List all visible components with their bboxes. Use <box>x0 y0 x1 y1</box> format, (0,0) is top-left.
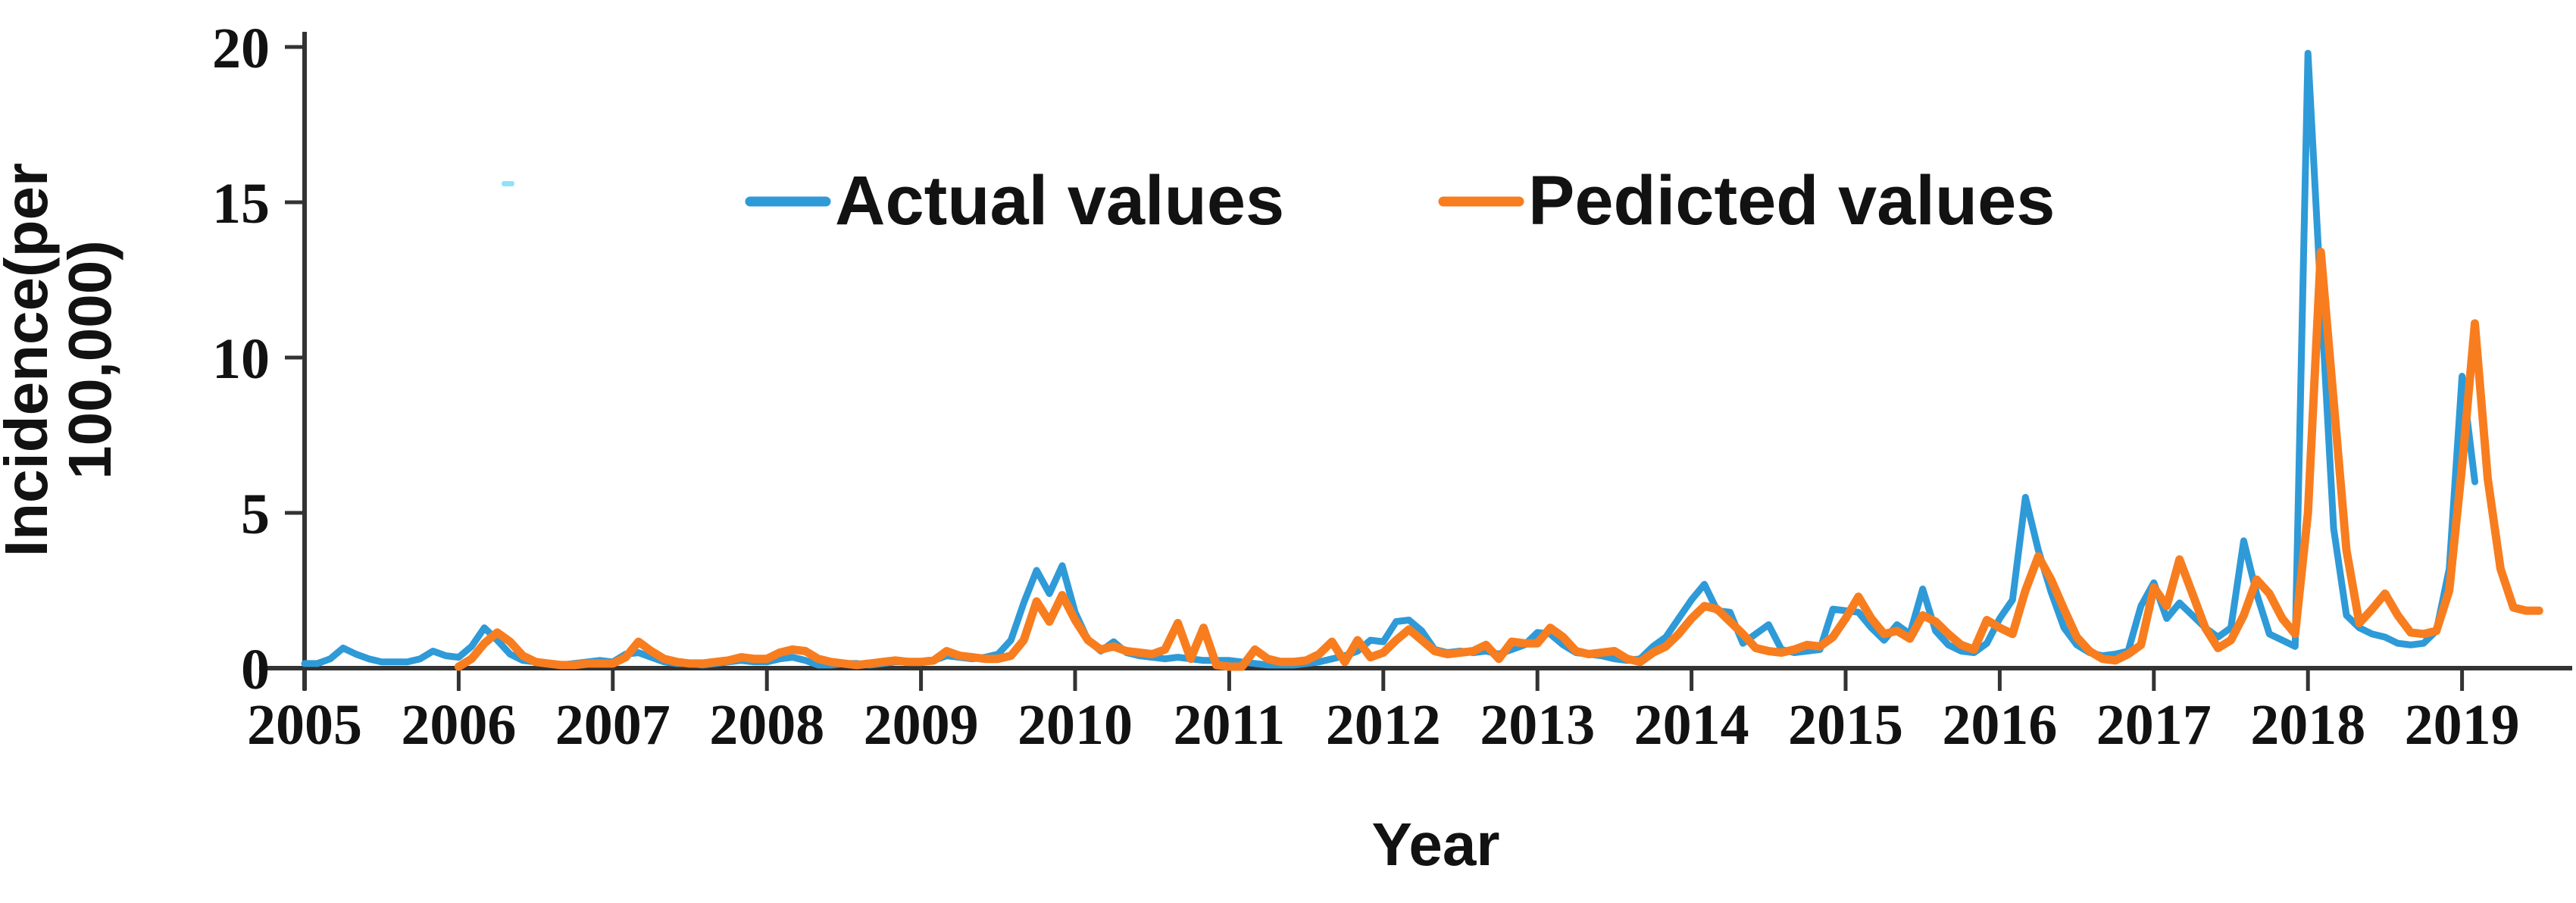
x-tick-label: 2010 <box>1018 693 1133 757</box>
x-tick-label: 2019 <box>2405 693 2520 757</box>
y-axis-title-line2: 100,000) <box>56 240 123 480</box>
predicted-values-line <box>454 248 2543 671</box>
actual-values-legend-label: Actual values <box>835 162 1284 239</box>
x-tick-label: 2014 <box>1634 693 1749 757</box>
legend: Actual values Pedicted values <box>745 162 2055 239</box>
y-tick-label: 20 <box>212 17 270 80</box>
x-tick-label: 2009 <box>864 693 979 757</box>
x-tick-label: 2006 <box>401 693 516 757</box>
stray-mark <box>502 181 514 186</box>
x-tick-label: 2011 <box>1173 693 1285 757</box>
axes: 0 5 10 15 20 2005 2006 2007 2008 2009 2010 2011 2012… <box>212 17 2572 757</box>
x-tick-label: 2007 <box>555 693 671 757</box>
x-tick-label: 2017 <box>2096 693 2212 757</box>
predicted-values-legend-label: Pedicted values <box>1528 162 2055 239</box>
y-tick-label: 0 <box>241 638 270 701</box>
x-tick-label: 2008 <box>709 693 824 757</box>
data-series <box>301 49 2543 671</box>
actual-values-line <box>301 49 2478 669</box>
y-tick-label: 15 <box>212 172 270 236</box>
x-tick-label: 2013 <box>1480 693 1595 757</box>
y-tick-label: 10 <box>212 327 270 391</box>
x-tick-label: 2016 <box>1942 693 2057 757</box>
x-tick-label: 2018 <box>2250 693 2365 757</box>
y-tick-label: 5 <box>241 483 270 546</box>
x-tick-label: 2015 <box>1788 693 1903 757</box>
x-tick-label: 2012 <box>1326 693 1441 757</box>
y-axis-title-line1: Incidence(per <box>0 163 60 557</box>
x-tick-label: 2005 <box>247 693 362 757</box>
x-axis-title: Year <box>1371 811 1499 878</box>
